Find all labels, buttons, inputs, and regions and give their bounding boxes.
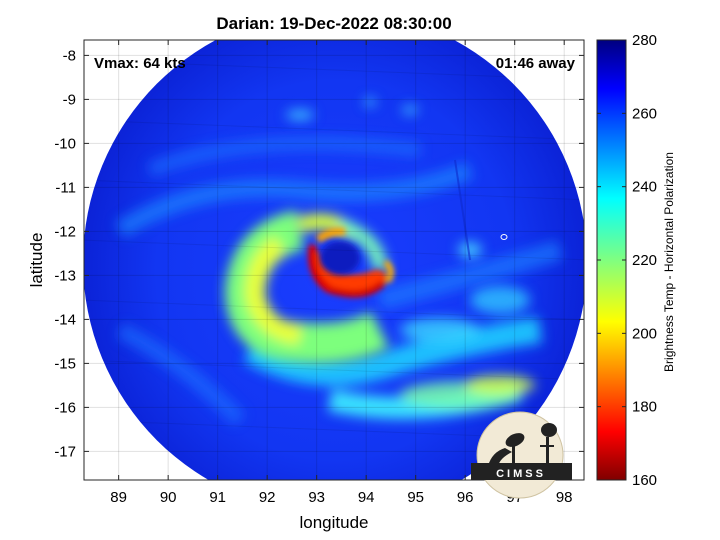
x-tick-label: 90 <box>160 489 177 506</box>
microwave-swath <box>84 40 584 480</box>
y-tick-label: -13 <box>54 267 76 284</box>
grid-lines <box>84 40 584 480</box>
y-tick-label: -10 <box>54 135 76 152</box>
plot-border <box>83 39 585 481</box>
cyclone-eye <box>320 241 360 275</box>
colorbar-tick-label: 200 <box>632 325 657 342</box>
colorbar-tick-label: 180 <box>632 399 657 416</box>
x-tick-label: 95 <box>407 489 424 506</box>
y-tick-label: -8 <box>63 47 76 64</box>
y-tick-label: -11 <box>55 179 76 196</box>
storm-marker <box>500 234 508 240</box>
colorbar-tick-label: 280 <box>632 32 657 49</box>
colorbar <box>596 39 627 481</box>
y-tick-label: -17 <box>54 443 76 460</box>
y-axis-label: latitude <box>27 233 46 288</box>
logo-text: CIMSS <box>496 468 546 480</box>
colorbar-tick-label: 240 <box>632 179 657 196</box>
x-axis-label: longitude <box>299 513 368 532</box>
colorbar-tick-label: 220 <box>632 252 657 269</box>
x-tick-label: 93 <box>308 489 325 506</box>
colorbar-tick-label: 260 <box>632 105 657 122</box>
x-tick-label: 96 <box>457 489 474 506</box>
chart-title: Darian: 19-Dec-2022 08:30:00 <box>216 14 451 33</box>
x-tick-label: 89 <box>110 489 127 506</box>
colorbar-ticks: 280 260 240 220 200 180 160 <box>597 32 657 489</box>
y-tick-label: -15 <box>54 355 76 372</box>
colorbar-tick-label: 160 <box>632 472 657 489</box>
colorbar-label: Brightness Temp - Horizontal Polarizatio… <box>662 152 676 372</box>
vmax-annotation: Vmax: 64 kts <box>94 55 186 72</box>
y-tick-label: -14 <box>54 311 76 328</box>
y-tick-label: -9 <box>63 91 76 108</box>
x-tick-label: 91 <box>209 489 226 506</box>
cimss-logo: CIMSS <box>471 411 572 499</box>
y-tick-label: -16 <box>54 399 76 416</box>
y-tick-label: -12 <box>54 223 76 240</box>
x-tick-label: 92 <box>259 489 276 506</box>
x-tick-label: 94 <box>358 489 375 506</box>
y-axis-ticks: -8 -9 -10 -11 -12 -13 -14 -15 -16 -17 <box>54 47 584 460</box>
time-away-annotation: 01:46 away <box>496 55 576 72</box>
x-tick-label: 98 <box>556 489 573 506</box>
